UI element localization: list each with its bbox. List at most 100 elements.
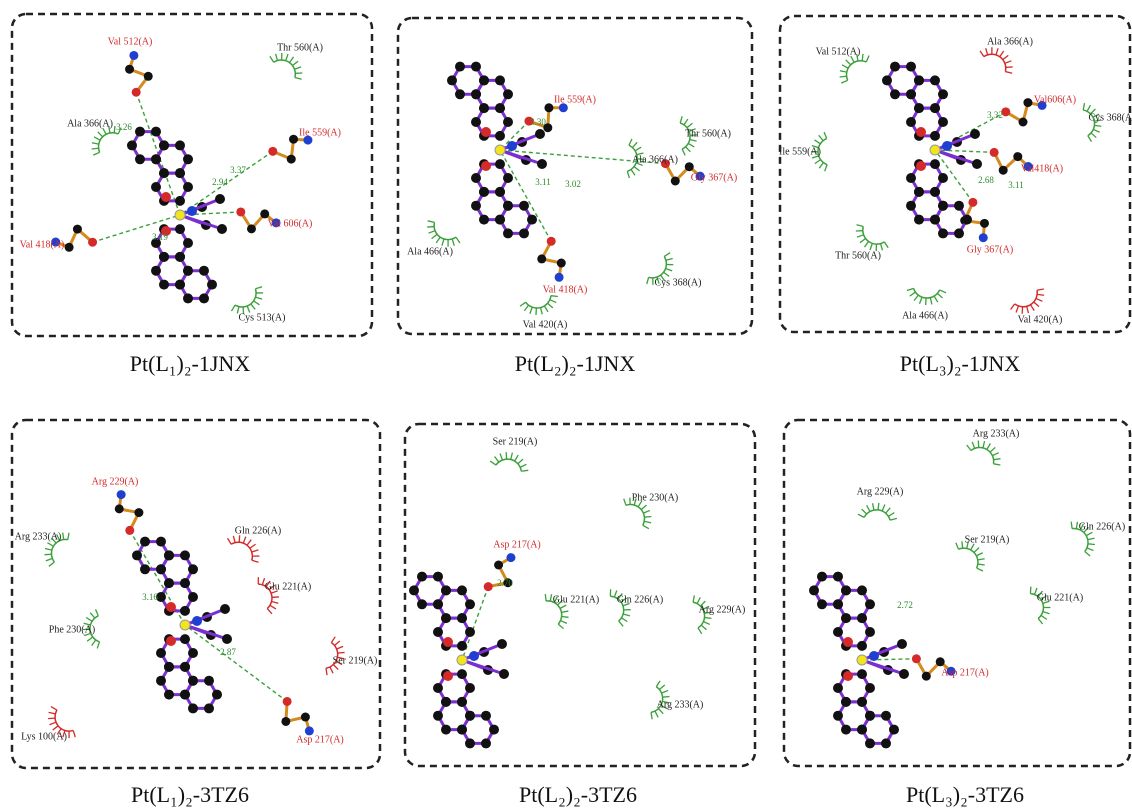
hydrophobic-spoke	[976, 553, 982, 556]
atom	[503, 117, 513, 127]
hydrophobic-spoke	[331, 637, 335, 643]
atom	[441, 585, 451, 595]
hydrophobic-spoke	[73, 730, 75, 737]
atom	[441, 613, 451, 623]
residue-label: Ala 466(A)	[407, 246, 453, 257]
atom-o	[916, 161, 926, 171]
hydrophobic-spoke	[92, 148, 99, 149]
atom	[881, 711, 891, 721]
atom	[936, 657, 945, 666]
atom	[481, 711, 491, 721]
hydrophobic-spoke	[684, 119, 688, 125]
platinum	[930, 145, 940, 155]
hydrophobic-spoke	[267, 609, 272, 614]
atom	[433, 572, 443, 582]
distance-label: 3.32	[987, 110, 1003, 120]
hydrophobic-arc	[51, 539, 67, 562]
hydrophobic-spoke	[530, 307, 532, 314]
atom	[471, 89, 481, 99]
atom	[914, 103, 924, 113]
atom	[495, 187, 505, 197]
hydrophobic-spoke	[270, 605, 276, 609]
residue-label: Val 512(A)	[108, 36, 153, 47]
platinum	[857, 655, 867, 665]
atom	[930, 75, 940, 85]
atom	[1023, 98, 1032, 107]
residue-label: Phe 230(A)	[49, 624, 95, 635]
hydrophobic-spoke	[886, 508, 891, 513]
atom	[857, 585, 867, 595]
atom	[73, 225, 82, 234]
hydrophobic-spoke	[68, 533, 69, 540]
hydrophobic-spoke	[956, 543, 959, 549]
hydrophobic-spoke	[1037, 294, 1044, 295]
hydrophobic-spoke	[338, 652, 345, 653]
atom	[260, 209, 269, 218]
hydrophobic-spoke	[690, 140, 697, 142]
atom	[220, 604, 230, 614]
hydrophobic-spoke	[867, 505, 870, 511]
hydrophobic-spoke	[882, 505, 885, 511]
atom	[833, 599, 843, 609]
hydrophobic-spoke	[1038, 618, 1042, 623]
hydrophobic-spoke	[231, 305, 235, 311]
atom	[175, 196, 185, 206]
atom	[132, 88, 141, 97]
hydrophobic-spoke	[651, 712, 652, 719]
atom	[455, 62, 465, 72]
hydrophobic-spoke	[500, 453, 502, 460]
hydrophobic-spoke	[659, 685, 664, 689]
atom	[1019, 118, 1028, 127]
hydrophobic-arc	[649, 256, 667, 277]
bond	[180, 215, 222, 229]
hydrophobic-spoke	[814, 140, 820, 144]
atom	[841, 613, 851, 623]
hydrophobic-spoke	[551, 296, 558, 297]
hydrophobic-spoke	[63, 533, 64, 540]
atom	[183, 266, 193, 276]
hydrophobic-spoke	[697, 597, 700, 603]
hydrophobic-spoke	[940, 290, 946, 293]
hydrophobic-spoke	[251, 304, 255, 309]
page: {"panels": [ {"caption": "Pt(L₁)₂-1JNX",…	[0, 0, 1132, 811]
atom	[409, 585, 419, 595]
residue-label: Val 606(A)	[268, 218, 313, 229]
atom	[889, 725, 899, 735]
atom	[180, 578, 190, 588]
atom	[417, 599, 427, 609]
atom	[457, 613, 467, 623]
residue-label: Val 512(A)	[816, 46, 861, 57]
hydrophobic-spoke	[1071, 522, 1072, 529]
panel-border	[780, 16, 1130, 332]
atom	[455, 89, 465, 99]
hydrophobic-spoke	[562, 617, 569, 618]
atom	[484, 582, 493, 591]
atom	[990, 148, 999, 157]
atom	[199, 266, 209, 276]
distance-label: 3.37	[230, 165, 246, 175]
residue-label: Ile 559(A)	[554, 94, 596, 105]
atom-o	[481, 127, 491, 137]
atom	[159, 280, 169, 290]
atom	[897, 639, 907, 649]
hydrophobic-spoke	[632, 142, 637, 147]
atom	[207, 280, 217, 290]
atom	[499, 669, 509, 679]
atom	[503, 228, 513, 238]
atom	[833, 572, 843, 582]
hydrophobic-spoke	[45, 548, 52, 550]
atom	[183, 182, 193, 192]
atom	[865, 627, 875, 637]
atom	[962, 215, 972, 225]
hydrophobic-spoke	[490, 461, 496, 465]
atom	[527, 215, 537, 225]
atom	[503, 89, 513, 99]
atom-o	[161, 192, 171, 202]
hydrophobic-spoke	[980, 51, 984, 57]
hydrophobic-spoke	[920, 297, 922, 304]
hydrophobic-spoke	[337, 646, 343, 649]
hydrophobic-spoke	[986, 48, 988, 55]
hydrophobic-spoke	[846, 60, 851, 65]
atom	[906, 62, 916, 72]
atom-o	[843, 671, 853, 681]
